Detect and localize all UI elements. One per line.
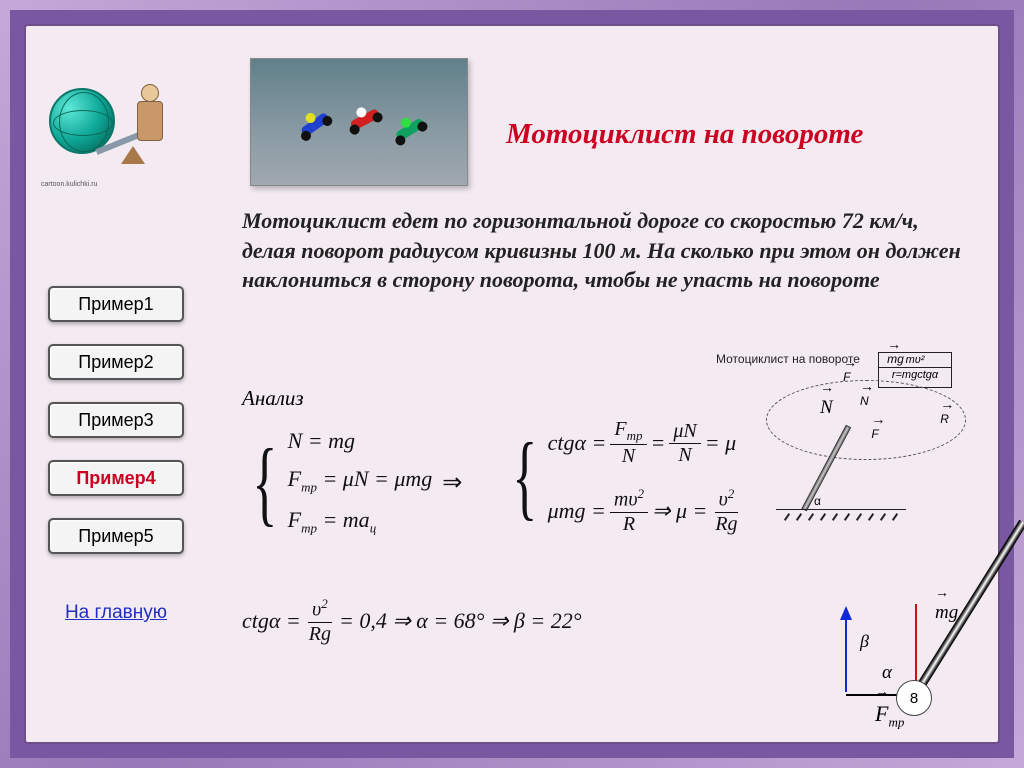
nav-label: Пример4 — [76, 468, 155, 489]
label-mg: mg — [935, 602, 958, 624]
archimedes-cartoon — [119, 76, 183, 166]
slide-area: cartoon.kulichki.ru Пример1 Пример2 Прим… — [24, 24, 1000, 744]
equation-system-1: { N = mg Fтр = μN = μmg Fтр = maц ⇒ — [242, 428, 472, 537]
nav-example-5[interactable]: Пример5 — [48, 518, 184, 554]
nav-label: Пример2 — [78, 352, 153, 373]
small-diagram-title: Мотоциклист на повороте — [716, 352, 860, 366]
slide-title: Мотоциклист на повороте — [506, 118, 863, 151]
presentation-frame: cartoon.kulichki.ru Пример1 Пример2 Прим… — [0, 0, 1024, 768]
nav-label: Пример1 — [78, 294, 153, 315]
label-beta: β — [860, 631, 869, 652]
equation-system-2: { ctgα = Fтр N = μN N = μ — [502, 418, 746, 536]
motorcycle-rod — [911, 520, 1024, 699]
nav-example-3[interactable]: Пример3 — [48, 402, 184, 438]
content-area: Мотоциклист на повороте Мотоциклист едет… — [216, 36, 988, 732]
nav-example-1[interactable]: Пример1 — [48, 286, 184, 322]
nav-label: Пример3 — [78, 410, 153, 431]
box-num: mυ² — [906, 354, 925, 366]
nav-example-2[interactable]: Пример2 — [48, 344, 184, 380]
analysis-heading: Анализ — [242, 386, 304, 411]
nav-label: Пример5 — [78, 526, 153, 547]
home-link[interactable]: На главную — [65, 602, 167, 624]
eq-row: Fтр = μN = μmg — [288, 466, 433, 495]
force-diagram: 8 N mg Fтр α β — [780, 495, 970, 720]
label-mg-small: mg — [887, 352, 904, 366]
label-Ftr-small: F — [843, 370, 850, 384]
label-R-small: R — [940, 412, 949, 426]
label-F-small: F — [871, 427, 878, 441]
label-alpha: α — [882, 662, 892, 684]
motorcycle-photo — [250, 58, 468, 186]
left-brace-icon: { — [512, 434, 537, 520]
cartoon-caption: cartoon.kulichki.ru — [41, 181, 97, 188]
eq-row: ctgα = Fтр N = μN N = μ — [548, 418, 746, 468]
nav-example-4[interactable]: Пример4 — [48, 460, 184, 496]
problem-statement: Мотоциклист едет по горизонтальной дорог… — [242, 206, 970, 295]
logo-cartoon — [41, 66, 191, 176]
label-N: N — [820, 397, 833, 418]
eq-row: μmg = mυ2 R ⇒ μ = υ2 Rg — [548, 486, 746, 536]
final-equation: ctgα = υ2 Rg = 0,4 ⇒ α = 68° ⇒ β = 22° — [242, 596, 582, 646]
implies-arrow: ⇒ — [442, 468, 462, 497]
left-brace-icon: { — [252, 440, 277, 526]
sidebar: cartoon.kulichki.ru Пример1 Пример2 Прим… — [26, 26, 206, 742]
label-Ftr: Fтр — [875, 701, 904, 730]
eq-row: N = mg — [288, 428, 433, 454]
eq-row: Fтр = maц — [288, 507, 433, 536]
label-N-small: N — [860, 394, 869, 408]
vector-N — [840, 608, 852, 692]
